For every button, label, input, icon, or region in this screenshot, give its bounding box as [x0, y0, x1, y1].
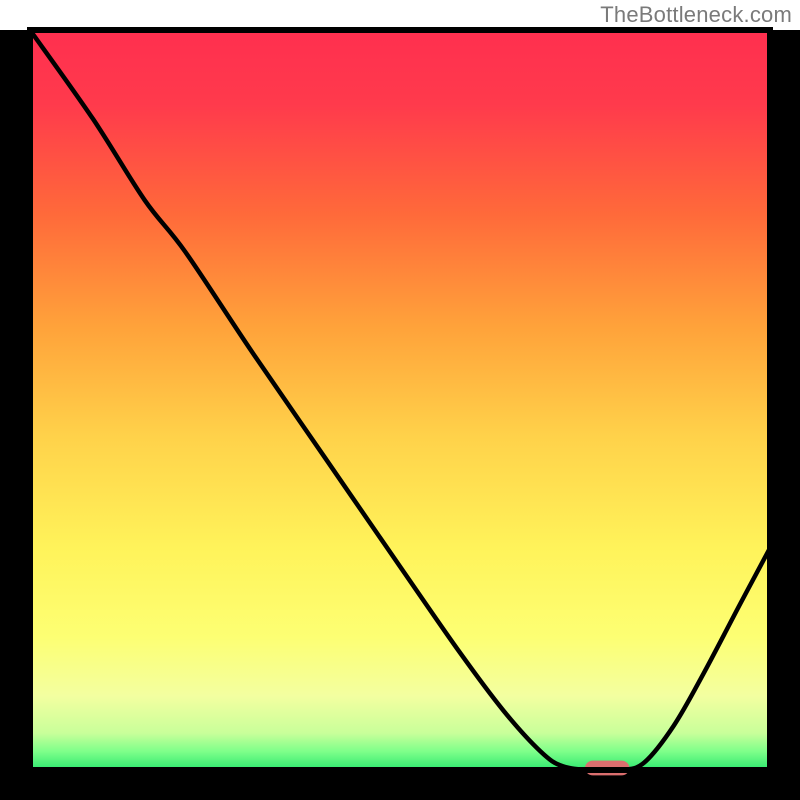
- watermark-text: TheBottleneck.com: [600, 2, 792, 28]
- plot-area: [30, 30, 770, 770]
- chart-canvas: TheBottleneck.com: [0, 0, 800, 800]
- bottleneck-chart: [0, 0, 800, 800]
